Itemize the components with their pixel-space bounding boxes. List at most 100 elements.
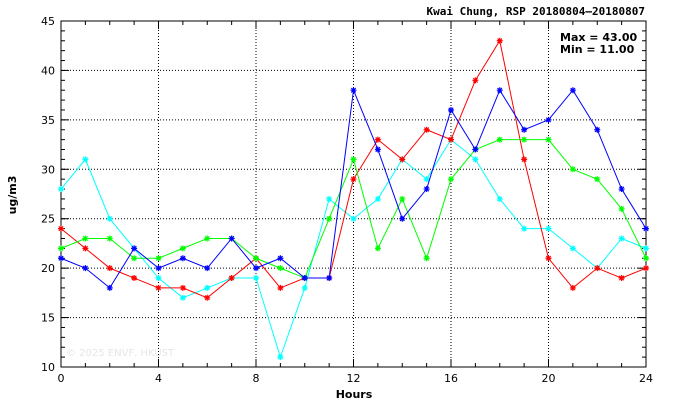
data-point bbox=[253, 275, 259, 282]
grid-lines bbox=[61, 21, 646, 367]
data-point bbox=[545, 225, 552, 232]
data-point bbox=[448, 176, 454, 183]
data-point bbox=[496, 87, 503, 94]
data-point bbox=[82, 235, 89, 242]
data-point bbox=[58, 186, 64, 193]
data-point bbox=[643, 265, 649, 272]
data-point bbox=[618, 186, 625, 193]
data-point bbox=[82, 265, 89, 272]
y-tick-label: 25 bbox=[41, 213, 55, 226]
data-point bbox=[204, 235, 211, 242]
data-point bbox=[326, 215, 333, 222]
series-1 bbox=[58, 136, 649, 361]
y-axis-label: ug/m3 bbox=[6, 176, 19, 215]
x-tick-label: 0 bbox=[58, 372, 65, 385]
data-point bbox=[545, 116, 552, 123]
data-point bbox=[496, 37, 503, 44]
data-point bbox=[618, 275, 625, 282]
data-point bbox=[106, 265, 113, 272]
data-point bbox=[155, 265, 162, 272]
min-label: Min = 11.00 bbox=[560, 43, 635, 56]
data-point bbox=[277, 255, 284, 262]
data-point bbox=[569, 284, 576, 291]
data-point bbox=[399, 156, 406, 163]
data-point bbox=[374, 245, 381, 252]
data-point bbox=[399, 195, 406, 202]
tick-labels: 0 4 8 12 16 20 24 10 15 20 25 30 35 40 45 bbox=[41, 15, 653, 385]
data-point bbox=[179, 245, 186, 252]
data-point bbox=[253, 255, 259, 262]
data-point bbox=[131, 275, 138, 282]
data-point bbox=[277, 284, 284, 291]
y-tick-label: 15 bbox=[41, 312, 55, 325]
y-tick-label: 40 bbox=[41, 64, 55, 77]
data-point bbox=[106, 284, 113, 291]
data-point bbox=[521, 126, 528, 133]
y-tick-label: 30 bbox=[41, 163, 55, 176]
data-point bbox=[58, 225, 64, 232]
data-point bbox=[448, 136, 454, 143]
data-point bbox=[374, 146, 381, 153]
data-point bbox=[58, 255, 64, 262]
y-tick-label: 20 bbox=[41, 262, 55, 275]
y-tick-label: 10 bbox=[41, 361, 55, 374]
data-point bbox=[472, 77, 479, 84]
data-point bbox=[545, 255, 552, 262]
data-point bbox=[131, 245, 138, 252]
data-point bbox=[350, 215, 357, 222]
watermark: © 2025 ENVF, HKUST bbox=[66, 348, 175, 359]
data-point bbox=[179, 294, 186, 301]
y-tick-label: 45 bbox=[41, 15, 55, 28]
data-point bbox=[496, 195, 503, 202]
data-point bbox=[618, 235, 625, 242]
data-point bbox=[521, 156, 528, 163]
data-point bbox=[569, 166, 576, 173]
data-point bbox=[277, 354, 284, 361]
x-tick-label: 8 bbox=[253, 372, 260, 385]
x-tick-label: 12 bbox=[347, 372, 361, 385]
data-point bbox=[301, 284, 308, 291]
series-4 bbox=[58, 87, 649, 291]
data-point bbox=[643, 225, 649, 232]
max-label: Max = 43.00 bbox=[560, 31, 637, 44]
data-point bbox=[179, 255, 186, 262]
data-point bbox=[448, 106, 454, 113]
data-point bbox=[155, 284, 162, 291]
data-point bbox=[423, 255, 430, 262]
data-point bbox=[326, 195, 333, 202]
data-point bbox=[350, 156, 357, 163]
series-3 bbox=[58, 136, 649, 282]
x-tick-label: 16 bbox=[444, 372, 458, 385]
data-point bbox=[58, 245, 64, 252]
data-point bbox=[521, 225, 528, 232]
series-layer bbox=[58, 37, 649, 361]
x-axis-label: Hours bbox=[336, 388, 373, 401]
data-point bbox=[374, 195, 381, 202]
x-tick-label: 20 bbox=[542, 372, 556, 385]
data-point bbox=[82, 156, 89, 163]
data-point bbox=[204, 294, 211, 301]
data-point bbox=[179, 284, 186, 291]
data-point bbox=[350, 176, 357, 183]
data-point bbox=[423, 186, 430, 193]
data-point bbox=[204, 284, 211, 291]
data-point bbox=[521, 136, 528, 143]
data-point bbox=[643, 245, 649, 252]
data-point bbox=[204, 265, 211, 272]
data-point bbox=[228, 275, 235, 282]
data-point bbox=[82, 245, 89, 252]
y-tick-label: 35 bbox=[41, 114, 55, 127]
series-2 bbox=[58, 37, 649, 301]
data-point bbox=[472, 146, 479, 153]
data-point bbox=[643, 255, 649, 262]
plot-frame bbox=[60, 20, 647, 368]
data-point bbox=[594, 176, 601, 183]
x-tick-label: 24 bbox=[639, 372, 653, 385]
data-point bbox=[301, 275, 308, 282]
data-point bbox=[350, 87, 357, 94]
chart-title: Kwai Chung, RSP 20180804–20180807 bbox=[426, 5, 645, 18]
data-point bbox=[277, 265, 284, 272]
data-point bbox=[496, 136, 503, 143]
x-tick-label: 4 bbox=[155, 372, 162, 385]
